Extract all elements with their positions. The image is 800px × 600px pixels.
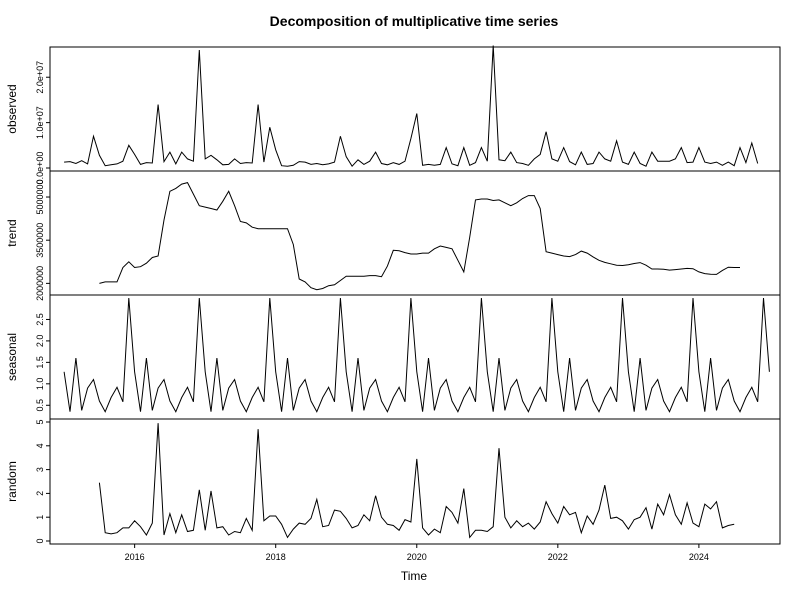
x-tick-label: 2022 <box>548 552 568 562</box>
trend-y-tick-label: 5000000 <box>35 180 45 215</box>
x-tick-label: 2016 <box>125 552 145 562</box>
trend-series-line <box>99 182 740 291</box>
observed-series-line <box>64 45 759 168</box>
observed-y-tick-label: 2.0e+07 <box>35 61 45 94</box>
x-axis-title: Time <box>401 569 428 583</box>
random-y-tick-label: 2 <box>35 491 45 496</box>
observed-y-tick-label: 0.0e+00 <box>35 152 45 185</box>
random-panel-label: random <box>5 461 19 502</box>
seasonal-y-tick-label: 0.5 <box>35 399 45 412</box>
random-y-tick-label: 4 <box>35 443 45 448</box>
random-series-line <box>98 423 735 539</box>
observed-y-tick-label: 1.0e+07 <box>35 106 45 139</box>
seasonal-y-tick-label: 2.5 <box>35 313 45 326</box>
x-tick-label: 2020 <box>407 552 427 562</box>
seasonal-y-tick-label: 2.0 <box>35 335 45 348</box>
panel-trend: 2000000 3500000 5000000 trend <box>5 170 781 301</box>
panel-observed: 0.0e+00 1.0e+07 2.0e+07 observed <box>5 45 781 185</box>
observed-panel-label: observed <box>5 84 19 133</box>
x-axis: 2016 2018 2020 2022 2024 <box>125 544 709 562</box>
chart-panels: 0.0e+001.0e+072.0e+07observed20000003500… <box>5 45 781 545</box>
panel-random: 0 1 2 3 4 5 random <box>5 418 781 545</box>
seasonal-panel-frame <box>49 294 781 420</box>
random-y-tick-label: 1 <box>35 515 45 520</box>
chart-title: Decomposition of multiplicative time ser… <box>270 13 559 29</box>
trend-panel-frame <box>49 170 781 296</box>
seasonal-series-line <box>63 297 770 413</box>
seasonal-y-tick-label: 1.0 <box>35 378 45 391</box>
x-tick-label: 2018 <box>266 552 286 562</box>
x-tick-label: 2024 <box>689 552 709 562</box>
random-y-tick-label: 3 <box>35 467 45 472</box>
random-panel-frame <box>49 418 781 545</box>
trend-y-tick-label: 3500000 <box>35 223 45 258</box>
random-y-tick-label: 0 <box>35 538 45 543</box>
random-y-tick-label: 5 <box>35 419 45 424</box>
panel-seasonal: 0.5 1.0 1.5 2.0 2.5 seasonal <box>5 294 781 420</box>
trend-y-tick-label: 2000000 <box>35 266 45 301</box>
seasonal-y-tick-label: 1.5 <box>35 356 45 369</box>
seasonal-panel-label: seasonal <box>5 333 19 381</box>
trend-panel-label: trend <box>5 219 19 246</box>
observed-panel-frame <box>49 46 781 172</box>
